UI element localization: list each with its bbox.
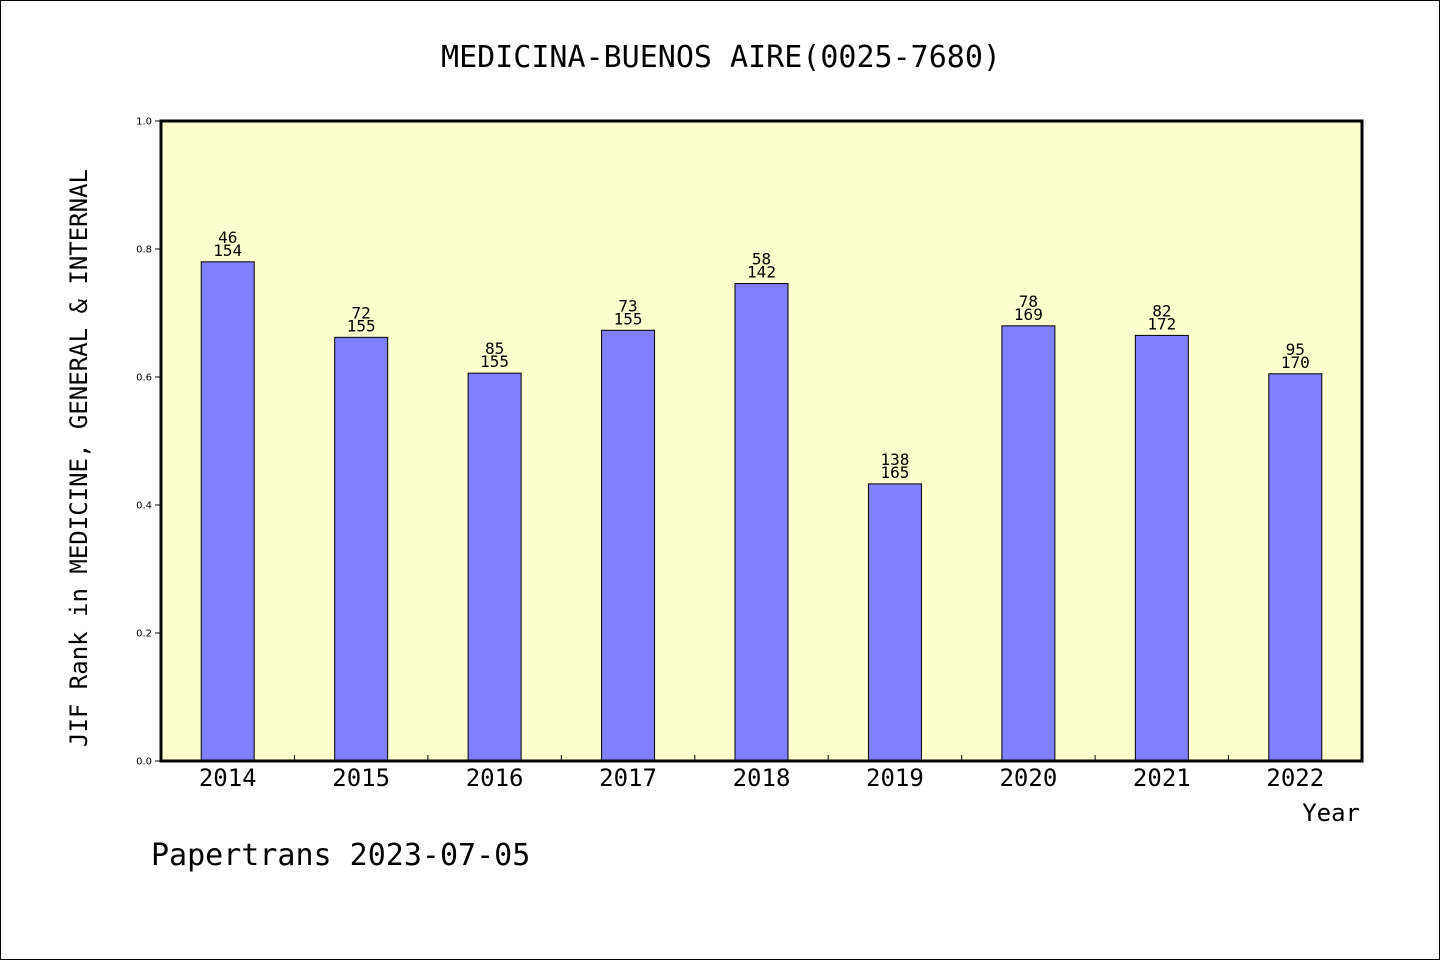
y-tick-label: 0.4 xyxy=(136,501,152,512)
x-axis-label: Year xyxy=(1302,799,1360,827)
total-label: 170 xyxy=(1281,353,1310,372)
total-label: 142 xyxy=(747,263,776,282)
bar-2022 xyxy=(1268,373,1323,762)
rank-label: 82 xyxy=(1152,301,1171,320)
rank-label: 138 xyxy=(880,450,909,469)
x-tick-label: 2017 xyxy=(599,764,657,792)
bar-2014 xyxy=(200,261,255,762)
bar-2016 xyxy=(467,372,522,762)
y-tick-label: 0.2 xyxy=(136,629,152,640)
y-axis-ticks: 0.0 0.2 0.4 0.6 0.8 1.0 xyxy=(136,117,161,768)
bar-2017 xyxy=(601,329,656,762)
total-label: 154 xyxy=(213,241,242,260)
y-tick-label: 1.0 xyxy=(136,117,152,128)
bar-2021 xyxy=(1134,334,1189,762)
x-tick-label: 2020 xyxy=(999,764,1057,792)
rank-label: 95 xyxy=(1286,340,1305,359)
x-tick-label: 2018 xyxy=(733,764,791,792)
x-tick-label: 2022 xyxy=(1266,764,1324,792)
bar-2019 xyxy=(867,483,922,762)
x-axis-ticks: 2014 2015 2016 2017 2018 2019 2020 2021 2022 xyxy=(199,755,1324,792)
rank-label: 85 xyxy=(485,339,504,358)
y-axis-label: JIF Rank in MEDICINE, GENERAL & INTERNAL xyxy=(65,169,93,747)
rank-label: 72 xyxy=(352,303,371,322)
footer-text: Papertrans 2023-07-05 xyxy=(151,838,530,873)
bar-2015 xyxy=(334,336,389,762)
bar-2018 xyxy=(734,283,789,762)
total-label: 155 xyxy=(480,352,509,371)
x-tick-label: 2019 xyxy=(866,764,924,792)
total-label: 155 xyxy=(614,309,643,328)
bars xyxy=(200,261,1323,762)
total-label: 155 xyxy=(347,316,376,335)
rank-label: 46 xyxy=(218,228,237,247)
total-label: 172 xyxy=(1147,314,1176,333)
x-tick-label: 2021 xyxy=(1133,764,1191,792)
y-tick-label: 0.8 xyxy=(136,245,152,256)
x-tick-label: 2016 xyxy=(466,764,524,792)
rank-label: 78 xyxy=(1019,292,1038,311)
total-label: 169 xyxy=(1014,305,1043,324)
x-tick-label: 2015 xyxy=(332,764,390,792)
rank-label: 73 xyxy=(618,296,637,315)
rank-label: 58 xyxy=(752,250,771,269)
bar-2020 xyxy=(1001,325,1056,762)
plot-border xyxy=(159,119,1364,763)
chart-title: MEDICINA-BUENOS AIRE(0025-7680) xyxy=(441,40,1001,75)
total-label: 165 xyxy=(880,463,909,482)
y-tick-label: 0.6 xyxy=(136,373,152,384)
y-tick-label: 0.0 xyxy=(136,757,152,768)
x-tick-label: 2014 xyxy=(199,764,257,792)
